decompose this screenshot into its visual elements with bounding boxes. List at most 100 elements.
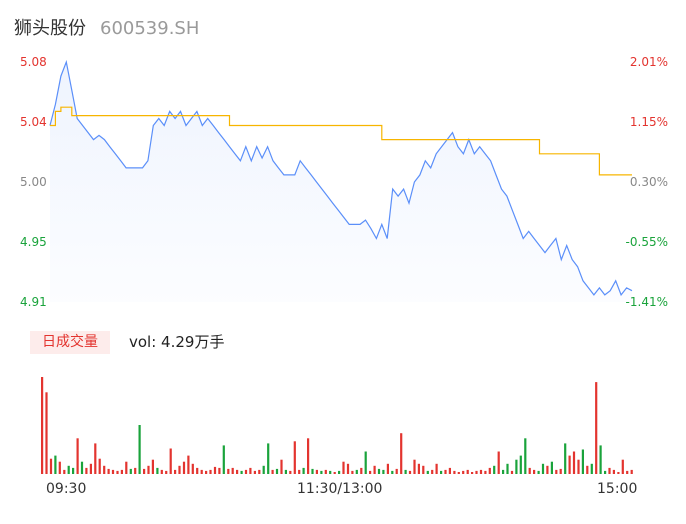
- volume-bar: [493, 465, 496, 474]
- volume-bar: [200, 469, 203, 474]
- volume-bar: [515, 459, 518, 474]
- volume-bar: [151, 459, 154, 474]
- volume-bar: [586, 465, 589, 474]
- volume-bar: [85, 467, 88, 474]
- volume-bar: [617, 472, 620, 474]
- volume-bar: [621, 459, 624, 474]
- volume-bar: [187, 455, 190, 474]
- volume-bar: [497, 451, 500, 474]
- volume-bar: [550, 461, 553, 474]
- volume-bar: [590, 463, 593, 474]
- volume-bar: [369, 470, 372, 474]
- volume-bar: [400, 433, 403, 474]
- volume-bar: [236, 469, 239, 474]
- volume-bar: [138, 425, 141, 474]
- x-tick-midday: 11:30/13:00: [297, 481, 383, 497]
- price-area: [50, 62, 632, 302]
- volume-bar: [440, 470, 443, 474]
- volume-bar: [395, 468, 398, 474]
- volume-bar: [612, 469, 615, 474]
- volume-bar: [466, 469, 469, 474]
- volume-bar: [502, 469, 505, 474]
- volume-bar: [426, 470, 429, 474]
- volume-bar: [364, 451, 367, 474]
- volume-bar: [630, 469, 633, 474]
- volume-bar: [431, 469, 434, 474]
- volume-bar: [417, 463, 420, 474]
- volume-bar: [258, 469, 261, 474]
- intraday-price-chart: 5.08 5.04 5.00 4.95 4.91 2.01% 1.15% 0.30% -0.55…: [20, 55, 668, 309]
- y-tick-left: 5.08: [20, 55, 47, 69]
- volume-bar: [342, 461, 345, 474]
- volume-bar: [471, 472, 474, 474]
- volume-bar: [475, 470, 478, 474]
- volume-bar: [373, 465, 376, 474]
- price-series-line: [49, 59, 633, 297]
- volume-bar: [63, 469, 66, 474]
- volume-bar: [382, 469, 385, 474]
- volume-bar: [41, 377, 44, 474]
- volume-bar: [275, 468, 279, 474]
- volume-bar: [519, 455, 522, 474]
- volume-bar: [196, 467, 199, 474]
- volume-bar: [134, 467, 137, 474]
- volume-bar: [307, 438, 310, 474]
- volume-bar: [537, 470, 540, 474]
- volume-bar: [568, 455, 571, 474]
- volume-bar: [72, 467, 75, 474]
- volume-bar: [484, 470, 487, 474]
- volume-bar: [528, 467, 531, 474]
- volume-bar: [262, 465, 265, 474]
- volume-bar: [222, 445, 225, 474]
- x-tick-open: 09:30: [46, 481, 87, 497]
- y-tick-right: 2.01%: [630, 55, 668, 69]
- volume-bar: [240, 470, 243, 474]
- volume-bar: [293, 441, 296, 474]
- volume-bar: [302, 467, 305, 474]
- volume-bar: [488, 467, 491, 474]
- volume-bar: [231, 467, 234, 474]
- stock-code: 600539.SH: [100, 18, 200, 39]
- volume-bar: [462, 470, 465, 474]
- volume-bar: [205, 470, 208, 474]
- volume-bar: [346, 463, 350, 474]
- volume-bar: [54, 455, 57, 474]
- volume-bar: [506, 463, 509, 474]
- volume-bar: [457, 472, 460, 474]
- volume-bar: [626, 470, 629, 474]
- volume-bar: [329, 470, 332, 474]
- volume-bar: [386, 463, 389, 474]
- volume-bar: [559, 468, 562, 474]
- volume-bar: [49, 458, 53, 474]
- volume-bar: [191, 463, 194, 474]
- volume-bar: [174, 469, 177, 474]
- volume-bar: [577, 459, 580, 474]
- y-tick-left: 4.95: [20, 235, 47, 249]
- volume-tab[interactable]: 日成交量: [30, 331, 110, 354]
- volume-bar: [338, 470, 341, 474]
- y-tick-right: -0.55%: [626, 235, 668, 249]
- volume-bar: [391, 470, 394, 474]
- volume-bar: [67, 465, 70, 474]
- y-tick-right: -1.41%: [626, 295, 668, 309]
- volume-bar: [320, 470, 323, 474]
- volume-summary: vol: 4.29万手: [129, 333, 225, 351]
- volume-bar: [572, 451, 576, 474]
- volume-bar: [98, 458, 101, 474]
- volume-bar: [213, 466, 217, 474]
- volume-bar: [422, 465, 425, 474]
- volume-bar: [45, 392, 48, 474]
- volume-bar: [156, 467, 159, 474]
- volume-bar: [510, 470, 514, 474]
- volume-bar: [289, 470, 292, 474]
- y-tick-left: 5.00: [20, 175, 47, 189]
- volume-bar: [360, 467, 363, 474]
- volume-bar: [546, 465, 549, 474]
- volume-bar: [103, 465, 106, 474]
- volume-bar: [311, 468, 314, 474]
- volume-bar: [218, 467, 221, 474]
- volume-bar: [555, 469, 558, 474]
- volume-bar: [253, 470, 256, 474]
- volume-bar: [408, 470, 412, 474]
